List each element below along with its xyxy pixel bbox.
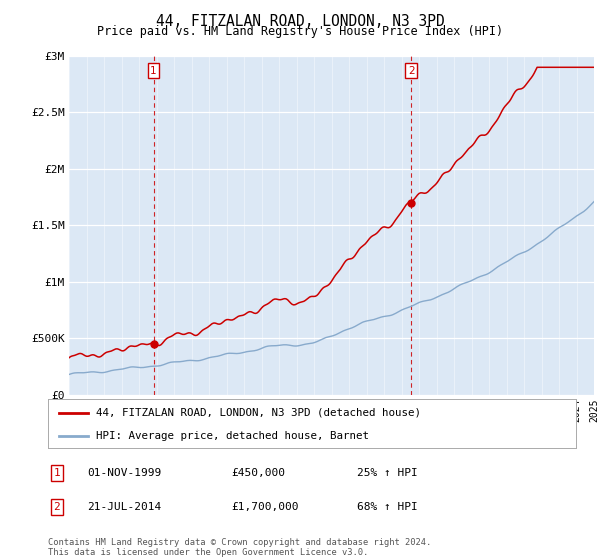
Text: £1,700,000: £1,700,000 [231,502,299,512]
Text: Price paid vs. HM Land Registry's House Price Index (HPI): Price paid vs. HM Land Registry's House … [97,25,503,38]
Text: 68% ↑ HPI: 68% ↑ HPI [357,502,418,512]
Text: Contains HM Land Registry data © Crown copyright and database right 2024.
This d: Contains HM Land Registry data © Crown c… [48,538,431,557]
Text: 1: 1 [53,468,61,478]
Text: HPI: Average price, detached house, Barnet: HPI: Average price, detached house, Barn… [95,431,368,441]
Text: 2: 2 [53,502,61,512]
Text: 44, FITZALAN ROAD, LONDON, N3 3PD (detached house): 44, FITZALAN ROAD, LONDON, N3 3PD (detac… [95,408,421,418]
Text: 01-NOV-1999: 01-NOV-1999 [87,468,161,478]
Text: £450,000: £450,000 [231,468,285,478]
Text: 44, FITZALAN ROAD, LONDON, N3 3PD: 44, FITZALAN ROAD, LONDON, N3 3PD [155,14,445,29]
Text: 25% ↑ HPI: 25% ↑ HPI [357,468,418,478]
Text: 1: 1 [150,66,157,76]
Text: 2: 2 [408,66,415,76]
Text: 21-JUL-2014: 21-JUL-2014 [87,502,161,512]
